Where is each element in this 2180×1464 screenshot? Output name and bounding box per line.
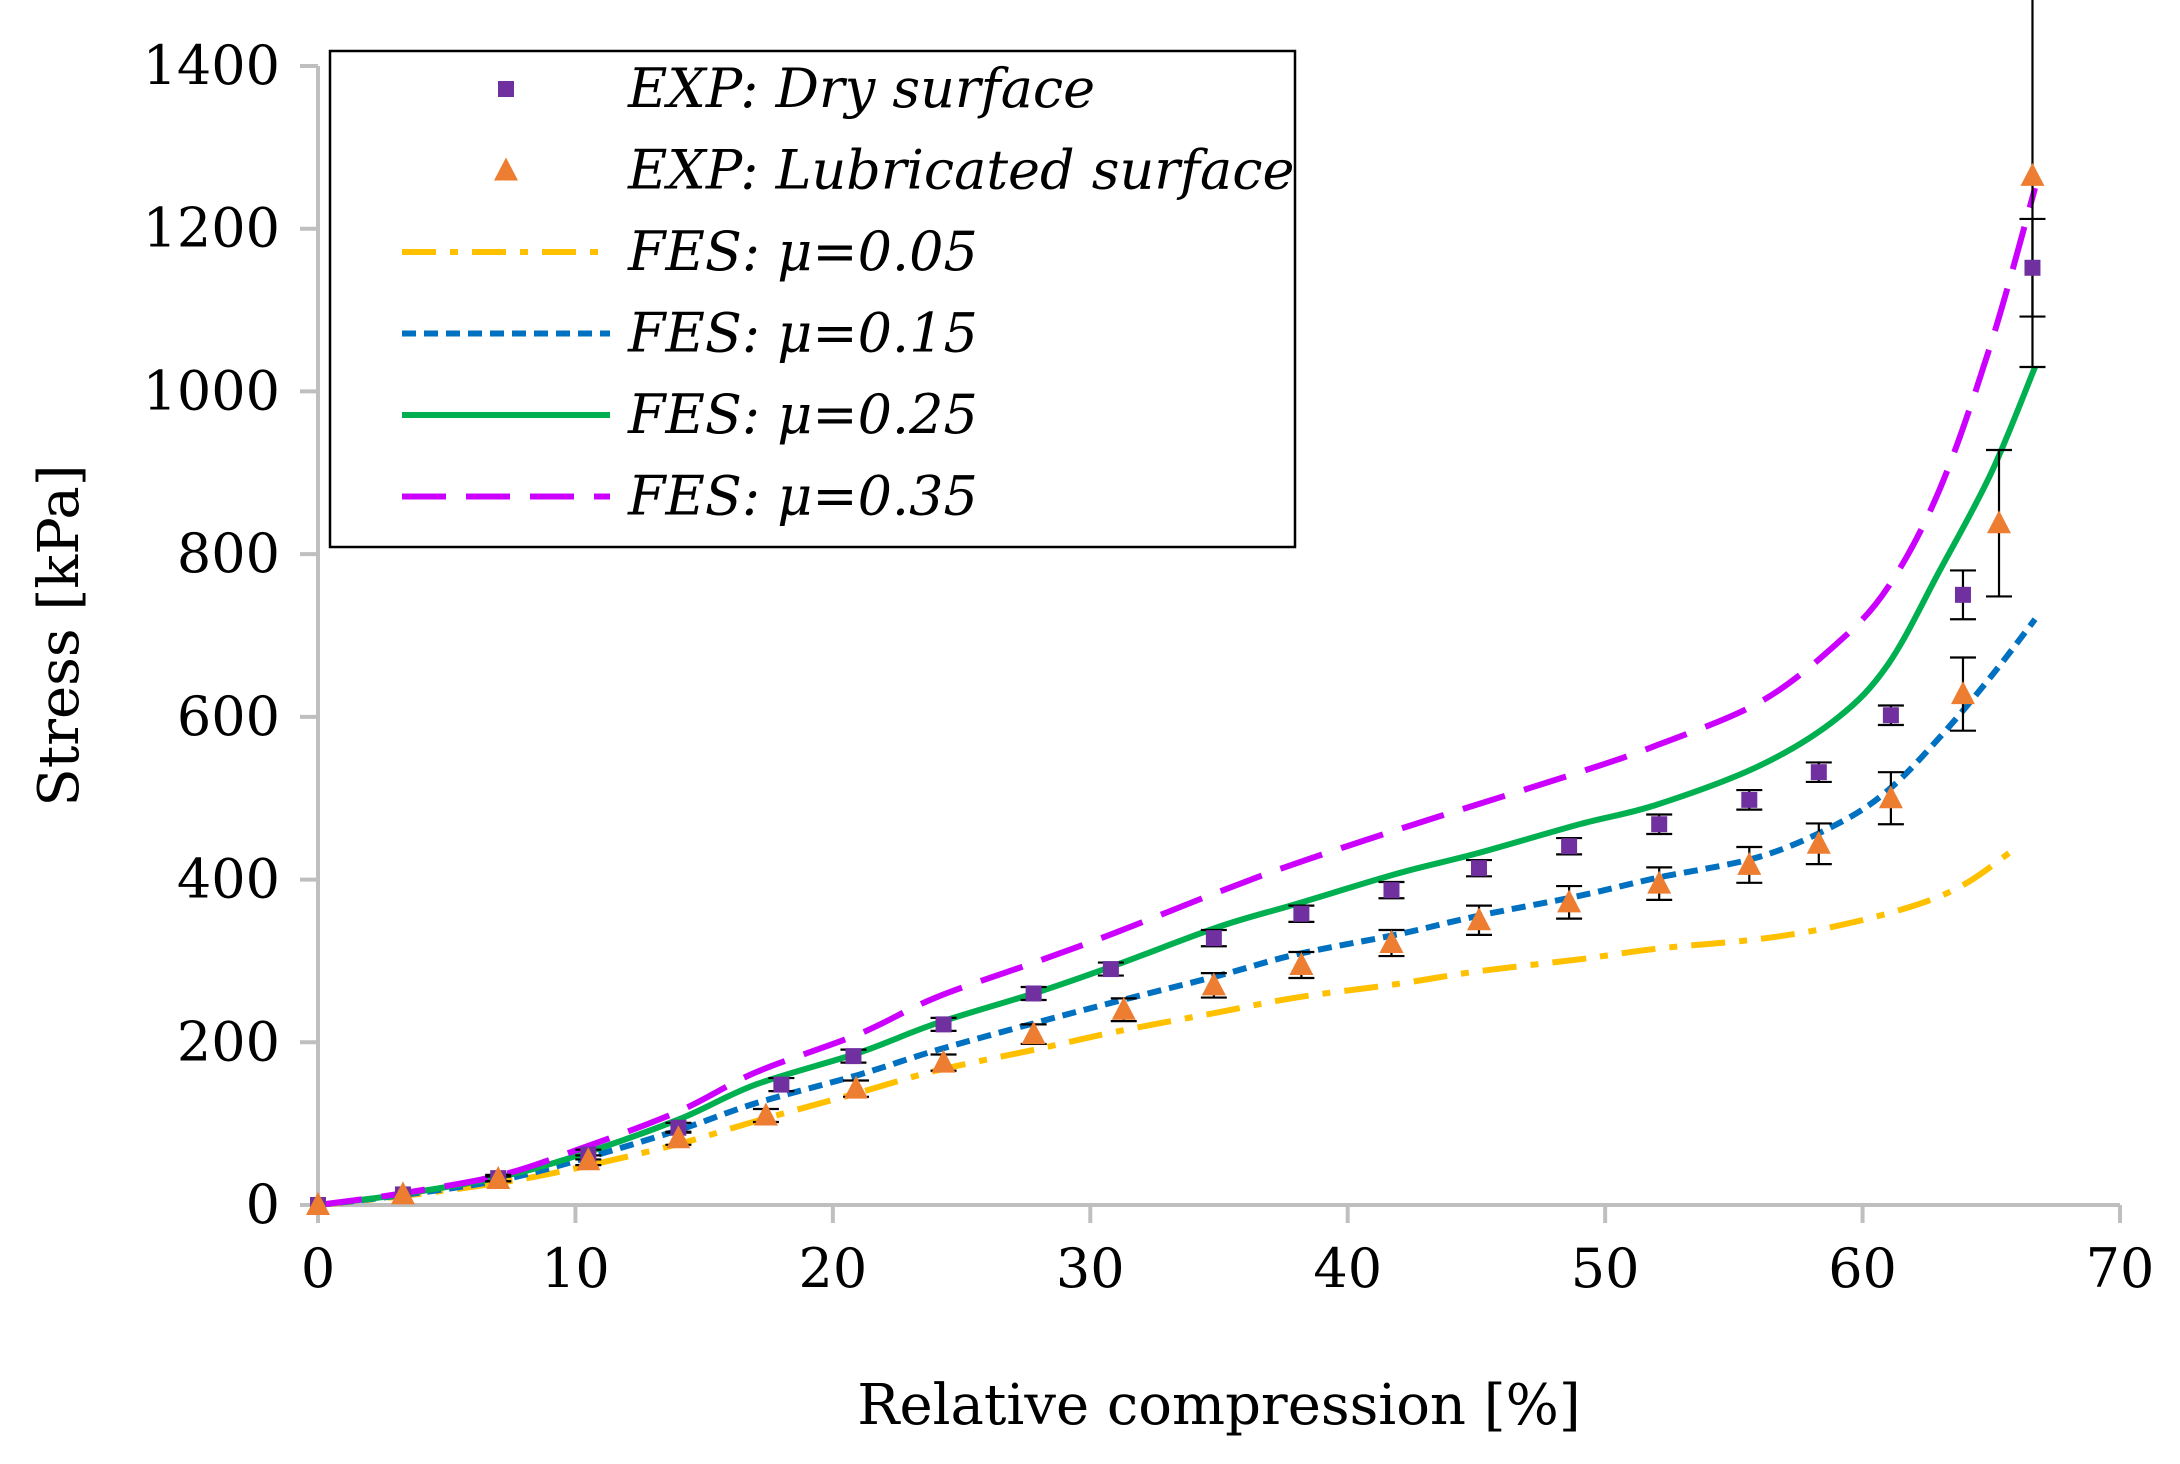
data-point [1810,764,1827,781]
legend-label: FES: μ=0.05 [627,220,978,283]
y-tick-label: 1000 [143,359,280,422]
data-point [486,1165,511,1189]
data-point [1561,838,1578,855]
series-line [317,365,2038,1208]
legend-label: FES: μ=0.25 [627,383,978,446]
data-point [1471,860,1488,877]
x-tick-label: 50 [1571,1237,1640,1300]
y-tick-label: 800 [177,522,280,585]
legend-label: EXP: Lubricated surface [627,139,1294,202]
y-tick-label: 400 [177,848,280,911]
data-point [1467,907,1492,931]
x-tick-label: 70 [2086,1237,2155,1300]
data-point [1950,681,1975,705]
x-axis-title: Relative compression [%] [857,1373,1580,1438]
series-line [317,844,2019,1208]
legend: EXP: Dry surface EXP: Lubricated surface F… [328,49,1297,549]
data-point [931,1049,956,1073]
data-point [1882,707,1899,724]
y-tick-label: 1200 [143,197,280,260]
data-point [844,1075,869,1099]
y-tick-label: 600 [177,685,280,748]
data-point [1102,961,1119,978]
data-point [773,1076,790,1093]
data-point [1021,1021,1046,1045]
data-point [1289,951,1314,975]
axes [316,66,2120,1207]
legend-marker [494,157,518,181]
data-point [753,1102,778,1126]
data-point [1205,930,1222,947]
data-point [1954,586,1971,603]
data-point [2024,259,2041,276]
data-point [845,1048,862,1065]
legend-marker [498,81,514,97]
data-point [306,1192,330,1215]
data-point [1878,785,1903,809]
series-line [317,187,2038,1208]
data-point [1201,972,1226,996]
y-tick-label: 0 [246,1173,280,1236]
y-tick-label: 1400 [143,34,280,97]
x-tick-label: 10 [541,1237,610,1300]
legend-label: FES: μ=0.15 [627,302,978,365]
tick-labels: 0 200 400 600 800 1000 1200 1400 0 10 20 30 40 50 60 70 [143,34,2155,1300]
data-point [1741,791,1758,808]
y-tick-label: 200 [177,1010,280,1073]
markers [306,162,2045,1215]
x-tick-label: 60 [1828,1237,1897,1300]
x-tick-label: 0 [301,1237,335,1300]
data-point [666,1125,691,1149]
legend-box [328,49,1297,549]
data-point [1737,851,1762,875]
legend-label: EXP: Dry surface [627,57,1095,120]
data-point [1379,930,1404,954]
data-point [1987,510,2012,534]
series-line [317,617,2038,1208]
data-point [1111,996,1136,1020]
data-point [1651,816,1668,833]
series-lines [317,187,2038,1208]
legend-label: FES: μ=0.35 [627,465,978,528]
data-point [935,1016,952,1033]
data-point [1293,905,1310,922]
data-point [1383,882,1400,899]
data-point [2020,162,2045,186]
x-tick-label: 40 [1313,1237,1382,1300]
legend-items: EXP: Dry surface EXP: Lubricated surface F… [402,57,1294,528]
data-point [1025,985,1042,1002]
data-point [1557,889,1582,913]
data-point [576,1147,601,1171]
data-point [390,1181,415,1205]
data-point [1806,830,1831,854]
x-tick-label: 20 [798,1237,867,1300]
x-tick-label: 30 [1056,1237,1125,1300]
data-point [1647,870,1672,894]
y-axis-title: Stress [kPa] [27,464,92,806]
